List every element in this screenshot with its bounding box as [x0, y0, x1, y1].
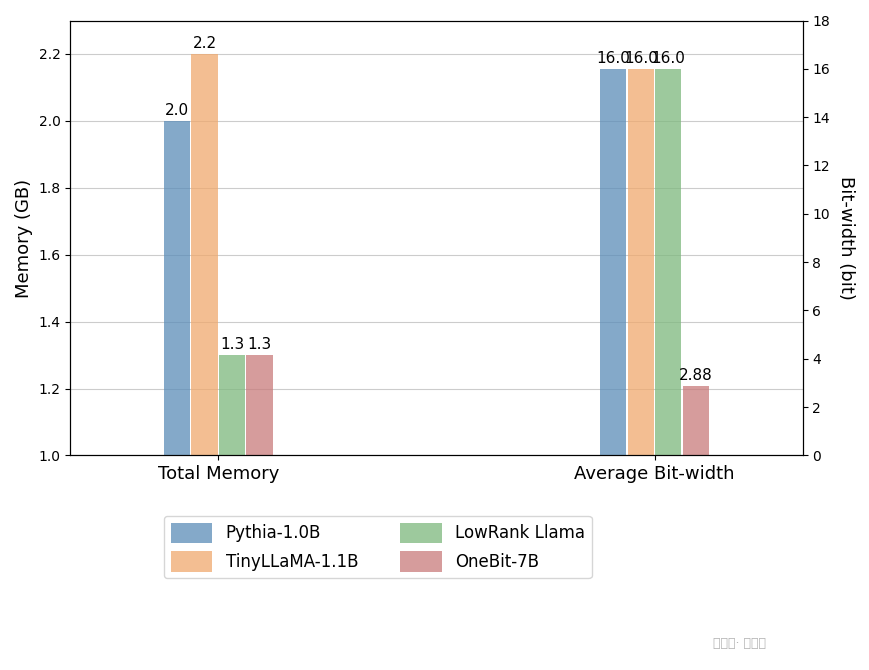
Bar [219, 355, 245, 456]
Bar [627, 69, 653, 456]
Text: 16.0: 16.0 [651, 51, 685, 66]
Legend: Pythia-1.0B, TinyLLaMA-1.1B, LowRank Llama, OneBit-7B: Pythia-1.0B, TinyLLaMA-1.1B, LowRank Lla… [164, 516, 591, 578]
Text: 2.2: 2.2 [192, 36, 216, 52]
Bar [191, 54, 217, 456]
Text: 2.0: 2.0 [165, 103, 189, 118]
Y-axis label: Bit-width (bit): Bit-width (bit) [836, 176, 854, 300]
Bar [682, 386, 708, 456]
Bar [654, 69, 680, 456]
Text: 公众号· 量子位: 公众号· 量子位 [712, 637, 765, 650]
Text: 1.3: 1.3 [247, 338, 271, 352]
Bar [163, 121, 190, 456]
Text: 16.0: 16.0 [596, 51, 630, 66]
Bar [246, 355, 272, 456]
Bar [600, 69, 626, 456]
Text: 1.3: 1.3 [220, 338, 244, 352]
Y-axis label: Memory (GB): Memory (GB) [15, 178, 33, 297]
Text: 16.0: 16.0 [623, 51, 657, 66]
Text: 2.88: 2.88 [678, 368, 712, 383]
